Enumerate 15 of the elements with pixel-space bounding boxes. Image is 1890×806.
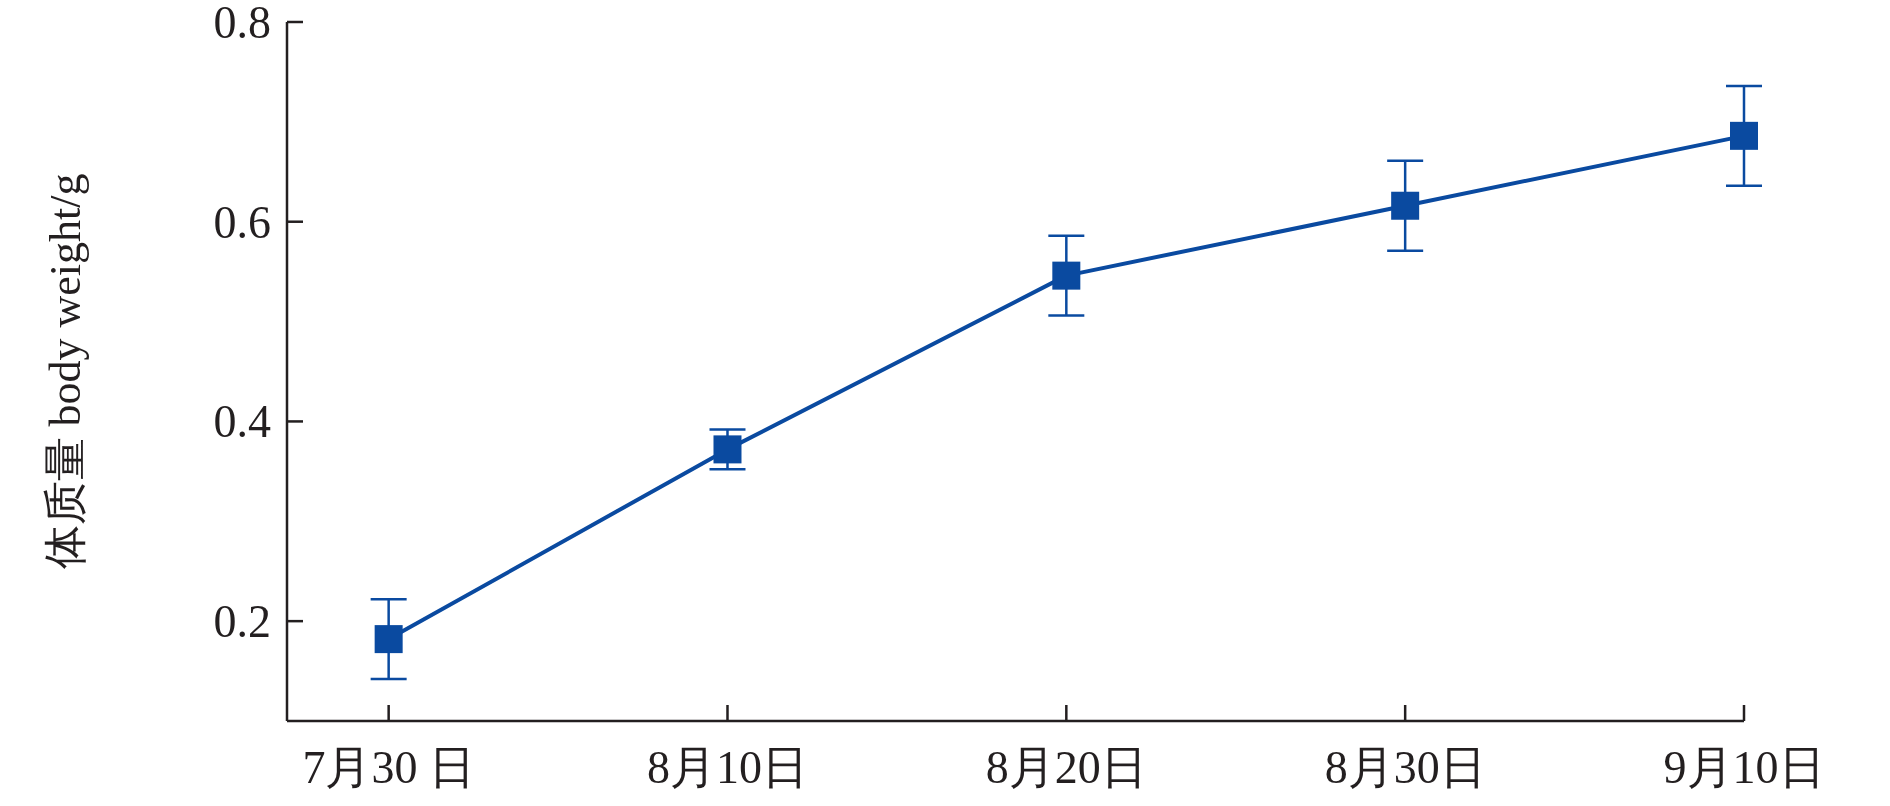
point [374, 625, 403, 654]
y-tick-label: 0.2 [213, 596, 271, 648]
x-tick-label: 7月30 日 [302, 742, 475, 793]
x-tick-label: 9月10日 [1663, 742, 1825, 793]
point [1052, 261, 1081, 290]
y-axis-title: 体质量 body weight/g [41, 173, 90, 570]
point [1730, 121, 1758, 150]
y-tick-label: 0.4 [213, 396, 271, 448]
point [713, 435, 742, 464]
x-tick-label: 8月10日 [646, 742, 808, 793]
x-tick-label: 8月30日 [1324, 742, 1486, 793]
point [1391, 191, 1420, 220]
x-tick-label: 8月20日 [985, 742, 1147, 793]
y-tick-label: 0.6 [213, 196, 271, 248]
y-tick-label: 0.8 [213, 0, 271, 48]
